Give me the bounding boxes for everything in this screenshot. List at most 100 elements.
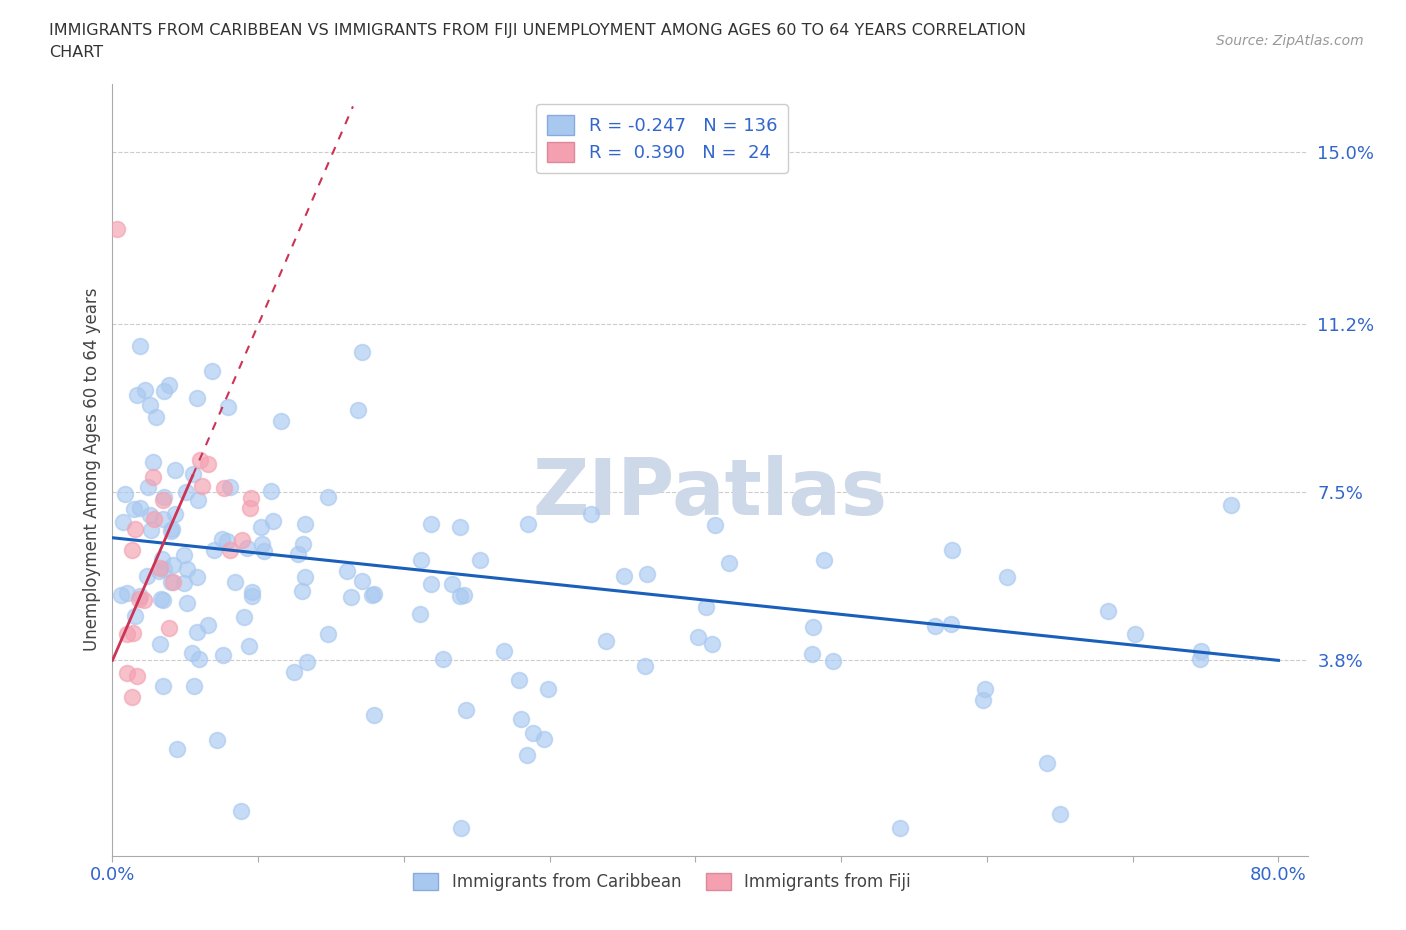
- Point: [217, 399, 239, 414]
- Point: [135, 568, 157, 583]
- Point: [253, 544, 276, 559]
- Point: [112, 514, 135, 529]
- Point: [232, 609, 254, 624]
- Point: [215, 534, 238, 549]
- Point: [231, 533, 253, 548]
- Point: [537, 682, 560, 697]
- Point: [114, 486, 136, 501]
- Point: [613, 568, 636, 583]
- Point: [129, 501, 152, 516]
- Point: [240, 589, 263, 604]
- Point: [188, 452, 211, 467]
- Point: [352, 345, 374, 360]
- Point: [262, 513, 284, 528]
- Point: [453, 587, 475, 602]
- Point: [186, 391, 208, 405]
- Point: [187, 492, 209, 507]
- Point: [1036, 756, 1059, 771]
- Point: [166, 741, 188, 756]
- Point: [128, 591, 150, 606]
- Point: [291, 584, 314, 599]
- Point: [186, 624, 208, 639]
- Point: [1049, 806, 1071, 821]
- Point: [201, 364, 224, 379]
- Point: [152, 592, 174, 607]
- Point: [270, 414, 292, 429]
- Point: [449, 589, 471, 604]
- Point: [995, 569, 1018, 584]
- Point: [287, 547, 309, 562]
- Point: [136, 480, 159, 495]
- Point: [212, 481, 235, 496]
- Point: [636, 566, 658, 581]
- Point: [218, 480, 240, 495]
- Point: [294, 569, 316, 584]
- Point: [127, 388, 149, 403]
- Point: [291, 537, 314, 551]
- Point: [1097, 604, 1119, 618]
- Point: [197, 457, 219, 472]
- Point: [316, 489, 339, 504]
- Point: [122, 501, 145, 516]
- Point: [191, 479, 214, 494]
- Y-axis label: Unemployment Among Ages 60 to 64 years: Unemployment Among Ages 60 to 64 years: [83, 288, 101, 651]
- Point: [941, 617, 963, 631]
- Point: [124, 609, 146, 624]
- Point: [516, 747, 538, 762]
- Point: [122, 626, 145, 641]
- Point: [236, 541, 259, 556]
- Point: [508, 672, 530, 687]
- Point: [160, 522, 183, 537]
- Point: [579, 507, 602, 522]
- Point: [440, 577, 463, 591]
- Point: [202, 542, 225, 557]
- Point: [238, 639, 260, 654]
- Point: [260, 484, 283, 498]
- Point: [176, 562, 198, 577]
- Point: [183, 679, 205, 694]
- Point: [134, 382, 156, 397]
- Point: [165, 463, 187, 478]
- Point: [142, 455, 165, 470]
- Point: [110, 588, 132, 603]
- Point: [153, 490, 176, 505]
- Point: [159, 524, 181, 538]
- Point: [409, 606, 432, 621]
- Point: [522, 725, 544, 740]
- Point: [347, 403, 370, 418]
- Point: [117, 626, 139, 641]
- Point: [176, 595, 198, 610]
- Point: [250, 520, 273, 535]
- Point: [432, 652, 454, 667]
- Point: [702, 637, 724, 652]
- Point: [219, 542, 242, 557]
- Point: [148, 564, 170, 578]
- Point: [129, 339, 152, 353]
- Point: [162, 558, 184, 573]
- Point: [229, 804, 252, 818]
- Point: [813, 552, 835, 567]
- Point: [211, 532, 233, 547]
- Point: [941, 542, 963, 557]
- Text: ZIPatlas: ZIPatlas: [533, 455, 887, 531]
- Point: [181, 646, 204, 661]
- Point: [186, 569, 208, 584]
- Point: [152, 493, 174, 508]
- Point: [718, 555, 741, 570]
- Point: [295, 655, 318, 670]
- Point: [450, 821, 472, 836]
- Point: [139, 523, 162, 538]
- Point: [150, 551, 173, 566]
- Point: [363, 708, 385, 723]
- Point: [634, 658, 657, 673]
- Point: [972, 693, 994, 708]
- Point: [173, 548, 195, 563]
- Point: [1188, 651, 1211, 666]
- Text: Source: ZipAtlas.com: Source: ZipAtlas.com: [1216, 34, 1364, 48]
- Point: [173, 576, 195, 591]
- Text: IMMIGRANTS FROM CARIBBEAN VS IMMIGRANTS FROM FIJI UNEMPLOYMENT AMONG AGES 60 TO : IMMIGRANTS FROM CARIBBEAN VS IMMIGRANTS …: [49, 23, 1026, 38]
- Point: [143, 512, 166, 527]
- Point: [152, 512, 174, 526]
- Point: [149, 561, 172, 576]
- Point: [533, 731, 555, 746]
